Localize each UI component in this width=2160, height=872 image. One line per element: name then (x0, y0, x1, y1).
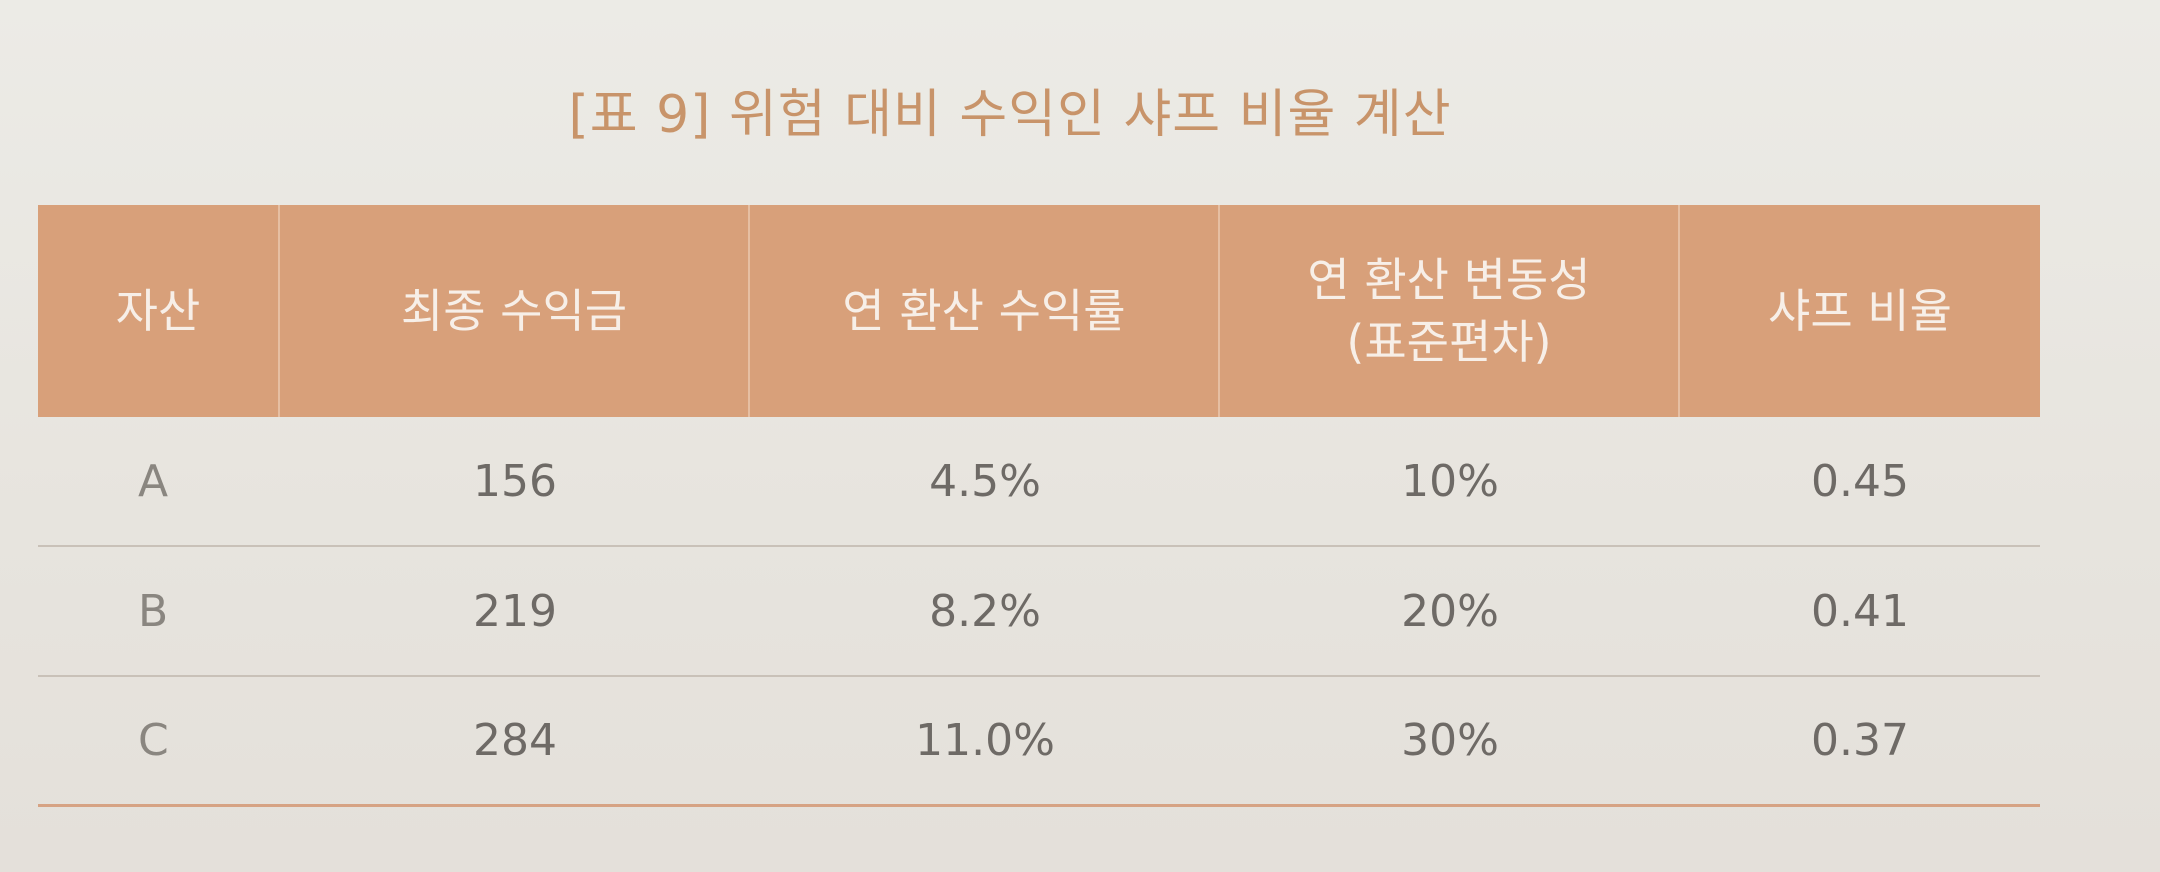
cell-annual-return: 4.5% (929, 455, 1041, 507)
header-sharpe-ratio-label: 샤프 비율 (1768, 284, 1952, 338)
cell-asset: A (138, 455, 169, 507)
table-row: B 219 8.2% 20% 0.41 (38, 547, 2040, 677)
table-caption: [표 9] 위험 대비 수익인 샤프 비율 계산 (568, 85, 1452, 145)
cell-asset: C (138, 715, 169, 766)
header-asset-label: 자산 (115, 284, 201, 338)
cell-sharpe-ratio: 0.37 (1811, 715, 1909, 766)
cell-annual-volatility: 30% (1401, 715, 1499, 766)
table-row: C 284 11.0% 30% 0.37 (38, 677, 2040, 807)
header-annual-volatility: 연 환산 변동성 (표준편차) (1220, 205, 1680, 417)
header-annual-return: 연 환산 수익률 (750, 205, 1220, 417)
cell-final-profit: 284 (473, 715, 557, 766)
cell-sharpe-ratio: 0.41 (1811, 585, 1909, 637)
cell-final-profit: 219 (473, 585, 557, 637)
cell-annual-volatility: 20% (1401, 585, 1499, 637)
sharpe-ratio-table: 자산 최종 수익금 연 환산 수익률 연 환산 변동성 (표준편차) 샤프 비율… (38, 205, 2040, 807)
header-annual-volatility-label: 연 환산 변동성 (1307, 253, 1591, 307)
cell-annual-return: 11.0% (915, 715, 1055, 766)
cell-sharpe-ratio: 0.45 (1811, 455, 1909, 507)
table-row: A 156 4.5% 10% 0.45 (38, 417, 2040, 547)
header-asset: 자산 (38, 205, 280, 417)
table-header-row: 자산 최종 수익금 연 환산 수익률 연 환산 변동성 (표준편차) 샤프 비율 (38, 205, 2040, 417)
cell-annual-return: 8.2% (929, 585, 1041, 637)
header-sharpe-ratio: 샤프 비율 (1680, 205, 2040, 417)
cell-final-profit: 156 (473, 455, 557, 507)
header-annual-volatility-sublabel: (표준편차) (1346, 315, 1552, 369)
cell-annual-volatility: 10% (1401, 455, 1499, 507)
header-final-profit-label: 최종 수익금 (400, 284, 628, 338)
header-final-profit: 최종 수익금 (280, 205, 750, 417)
cell-asset: B (138, 585, 169, 637)
header-annual-return-label: 연 환산 수익률 (842, 284, 1126, 338)
